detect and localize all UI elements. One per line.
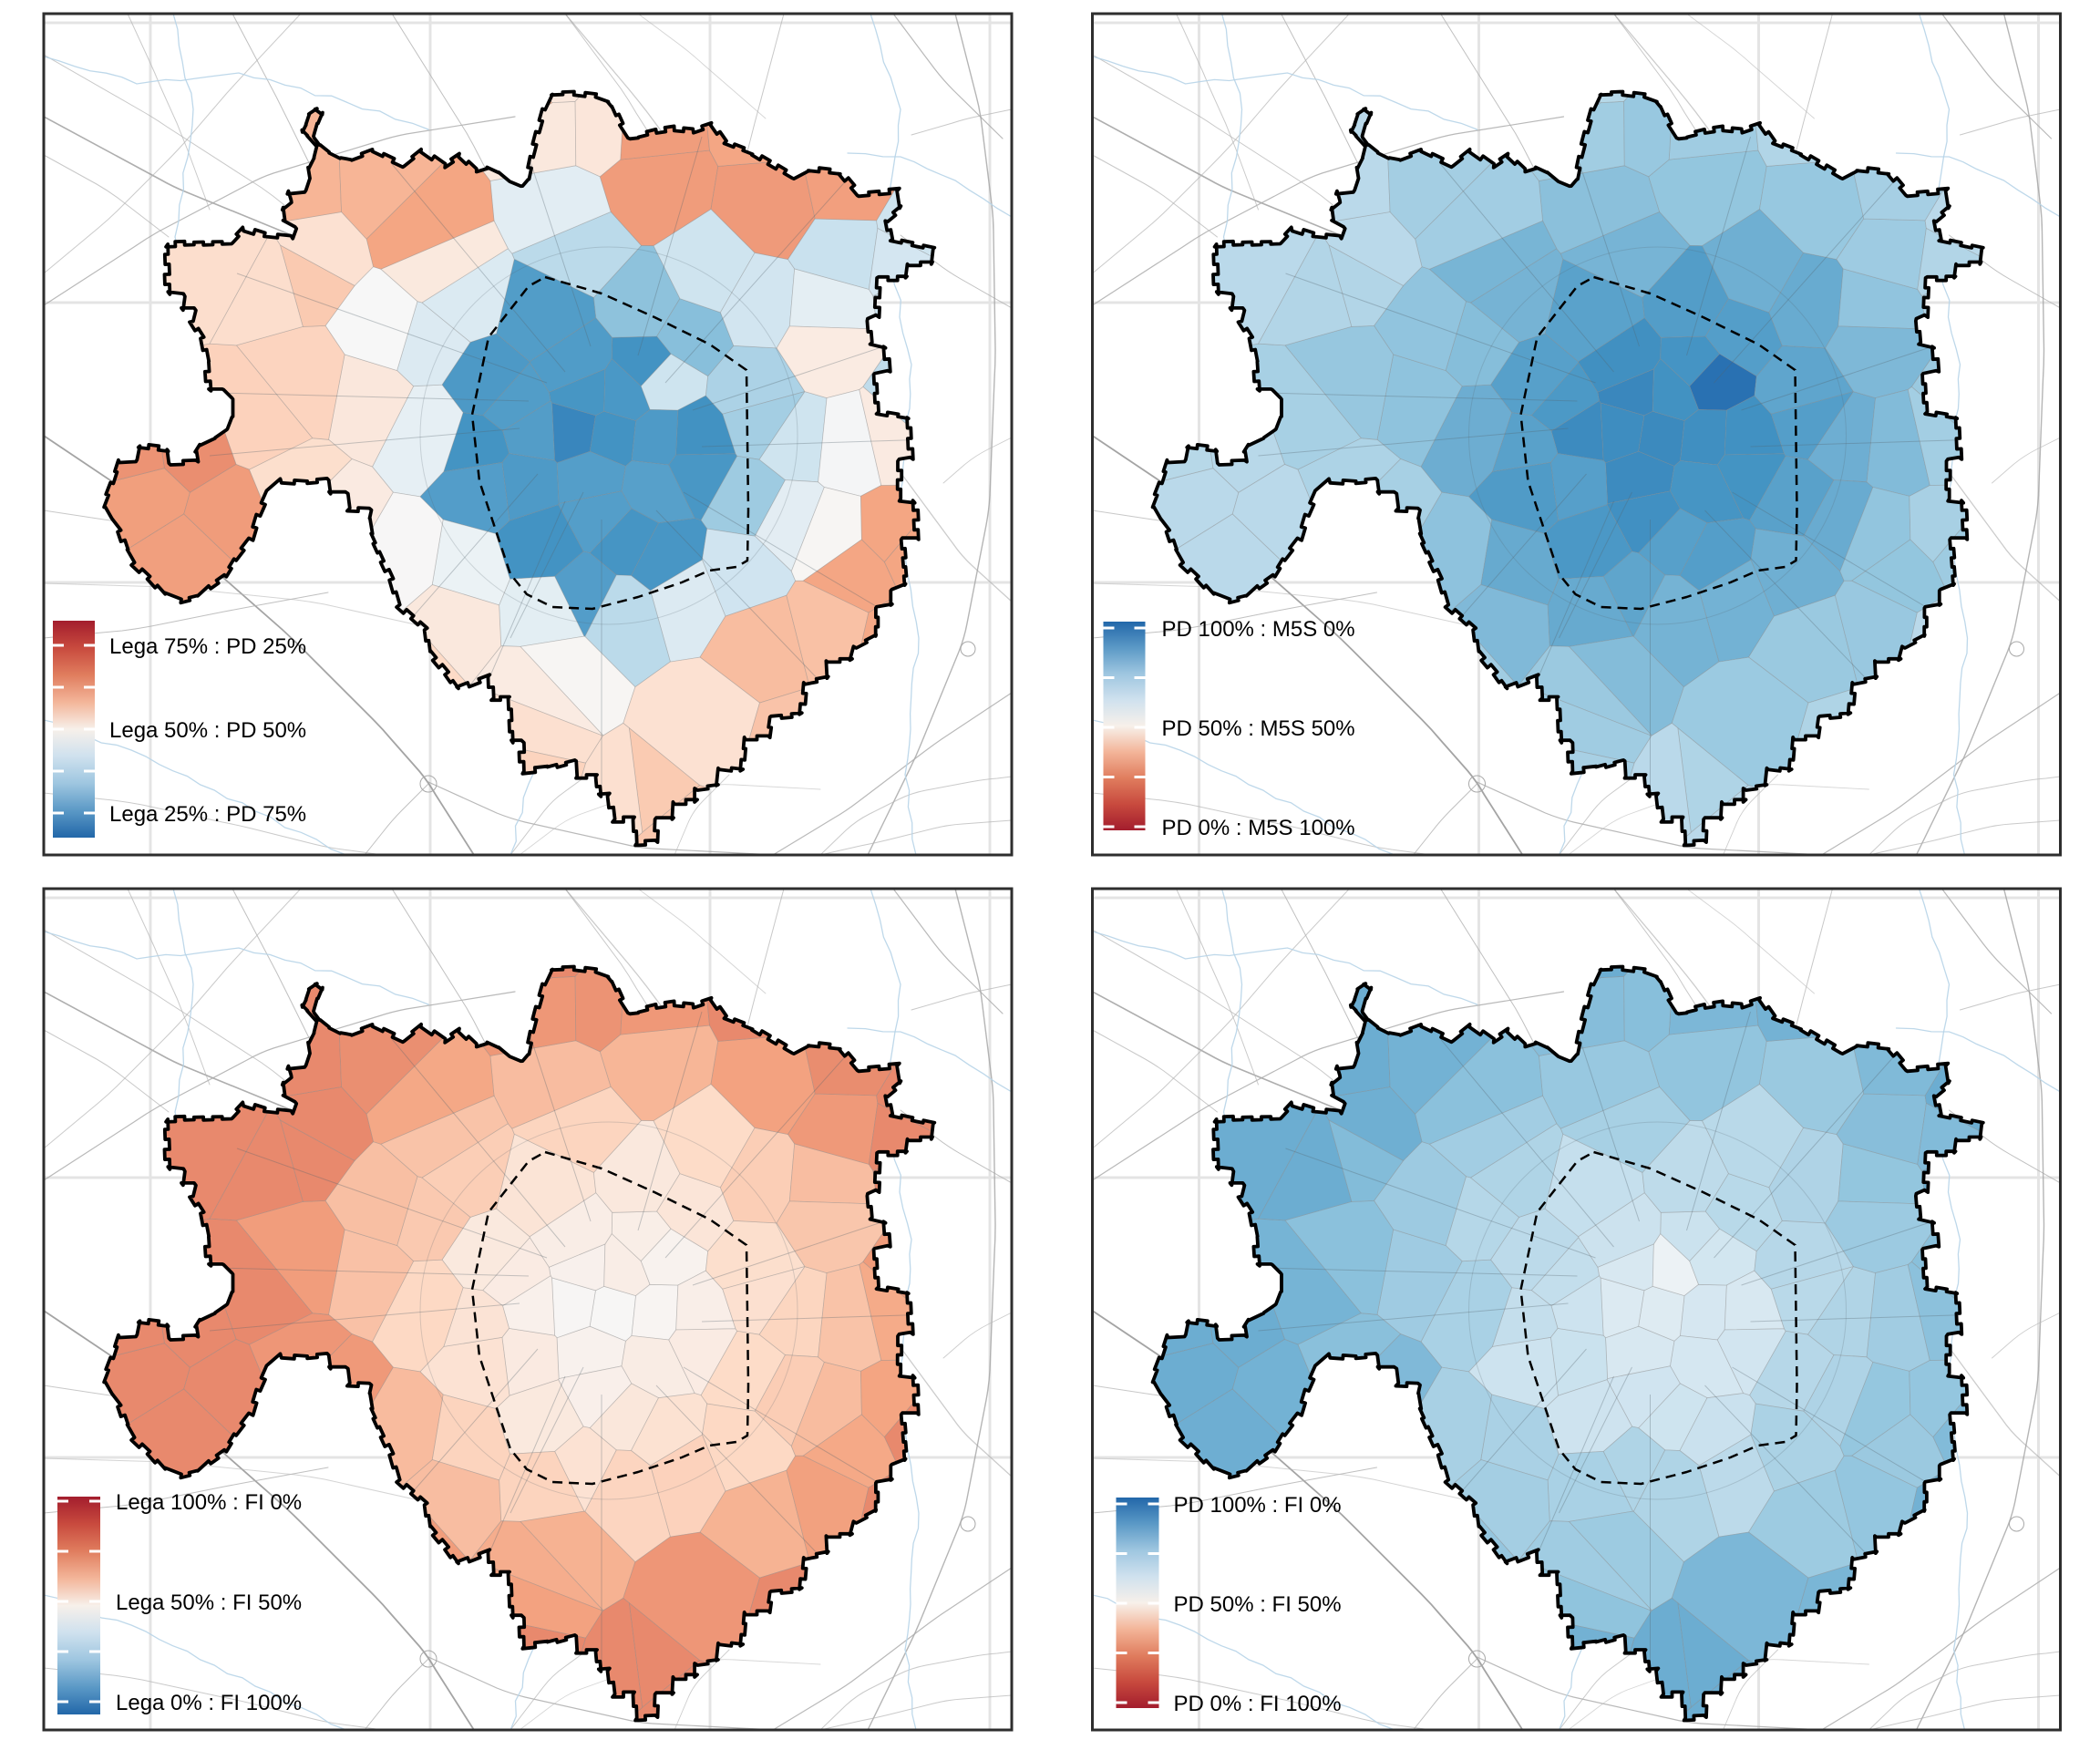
svg-text:Lega 0% : FI 100%: Lega 0% : FI 100% — [116, 1691, 302, 1715]
svg-text:Lega 50% : PD 50%: Lega 50% : PD 50% — [109, 718, 306, 743]
svg-text:PD 0% : FI 100%: PD 0% : FI 100% — [1174, 1692, 1342, 1716]
svg-text:Lega 75% : PD 25%: Lega 75% : PD 25% — [109, 634, 306, 659]
svg-text:PD 50% : FI 50%: PD 50% : FI 50% — [1174, 1592, 1342, 1617]
svg-text:PD 100% : M5S 0%: PD 100% : M5S 0% — [1162, 617, 1355, 642]
svg-text:Lega 100% : FI 0%: Lega 100% : FI 0% — [116, 1490, 302, 1515]
svg-text:Lega 50% : FI 50%: Lega 50% : FI 50% — [116, 1590, 302, 1615]
svg-text:Lega 25% : PD 75%: Lega 25% : PD 75% — [109, 802, 306, 827]
svg-text:PD 50% : M5S 50%: PD 50% : M5S 50% — [1162, 716, 1355, 741]
svg-text:PD 0% : M5S 100%: PD 0% : M5S 100% — [1162, 816, 1355, 840]
svg-text:PD 100% : FI 0%: PD 100% : FI 0% — [1174, 1493, 1342, 1518]
